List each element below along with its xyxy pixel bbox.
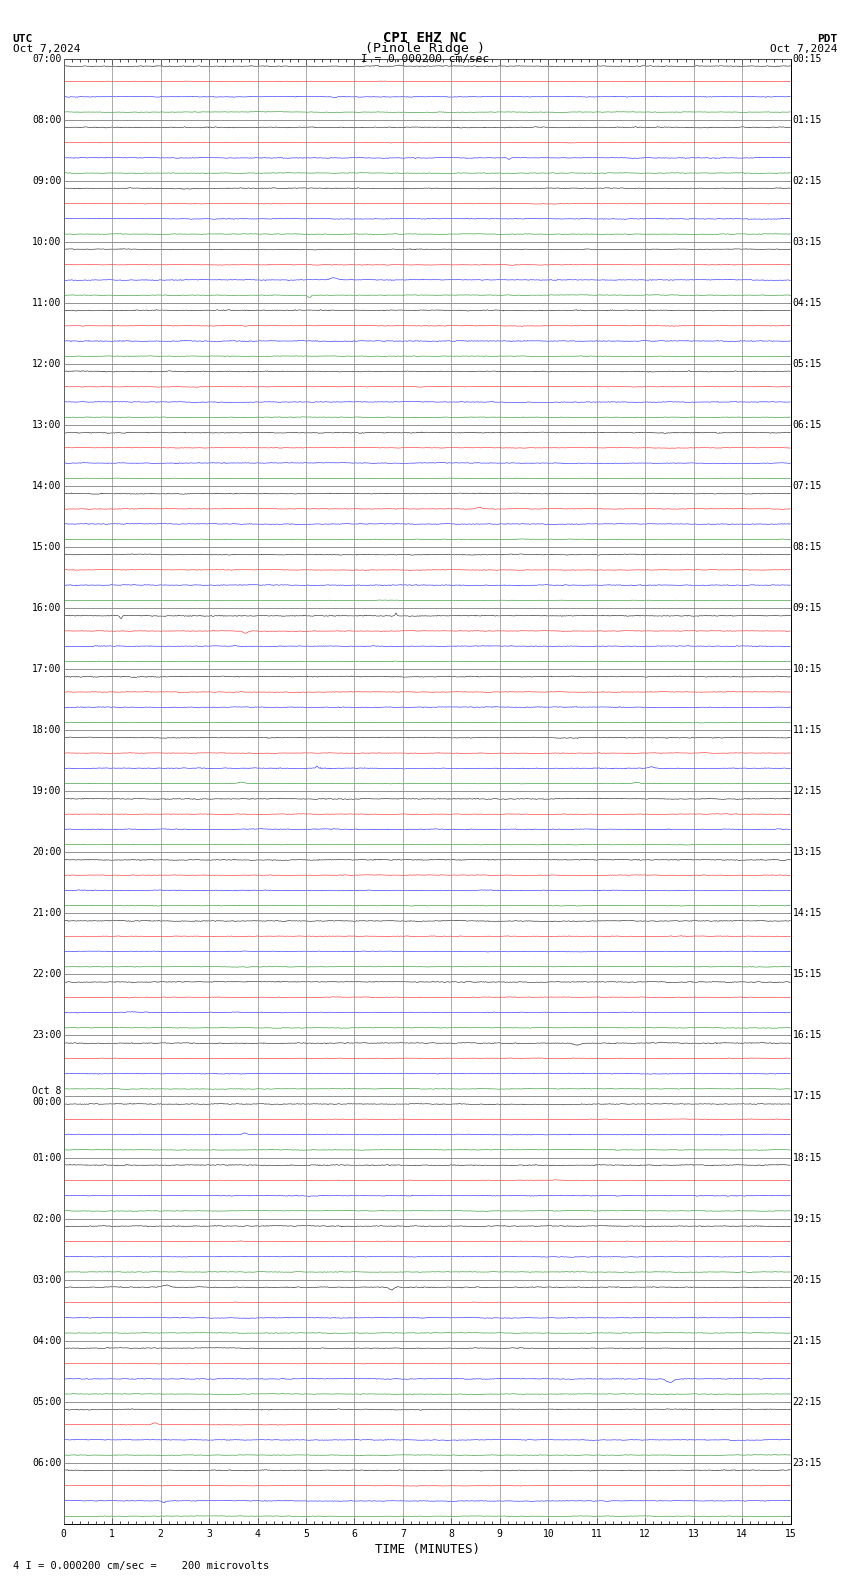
Text: 05:00: 05:00: [32, 1397, 61, 1407]
Text: 19:15: 19:15: [793, 1213, 822, 1223]
Text: UTC: UTC: [13, 33, 33, 44]
Text: 14:15: 14:15: [793, 908, 822, 919]
Text: 23:00: 23:00: [32, 1031, 61, 1041]
Text: 4 I = 0.000200 cm/sec =    200 microvolts: 4 I = 0.000200 cm/sec = 200 microvolts: [13, 1562, 269, 1571]
Text: 07:15: 07:15: [793, 482, 822, 491]
Text: 01:00: 01:00: [32, 1153, 61, 1163]
Text: 20:00: 20:00: [32, 847, 61, 857]
Text: 17:00: 17:00: [32, 664, 61, 675]
Text: 18:00: 18:00: [32, 725, 61, 735]
Text: 12:00: 12:00: [32, 360, 61, 369]
Text: 11:15: 11:15: [793, 725, 822, 735]
Text: 20:15: 20:15: [793, 1275, 822, 1285]
Text: 13:00: 13:00: [32, 420, 61, 429]
Text: 16:00: 16:00: [32, 604, 61, 613]
Text: 00:15: 00:15: [793, 54, 822, 63]
Text: 03:15: 03:15: [793, 236, 822, 247]
Text: CPI EHZ NC: CPI EHZ NC: [383, 30, 467, 44]
Text: 22:00: 22:00: [32, 969, 61, 979]
Text: 14:00: 14:00: [32, 482, 61, 491]
X-axis label: TIME (MINUTES): TIME (MINUTES): [375, 1543, 479, 1555]
Text: 15:15: 15:15: [793, 969, 822, 979]
Text: 10:00: 10:00: [32, 236, 61, 247]
Text: 09:00: 09:00: [32, 176, 61, 185]
Text: 08:15: 08:15: [793, 542, 822, 551]
Text: 12:15: 12:15: [793, 786, 822, 797]
Text: 15:00: 15:00: [32, 542, 61, 551]
Text: I = 0.000200 cm/sec: I = 0.000200 cm/sec: [361, 54, 489, 63]
Text: 18:15: 18:15: [793, 1153, 822, 1163]
Text: 04:00: 04:00: [32, 1335, 61, 1346]
Text: 23:15: 23:15: [793, 1457, 822, 1468]
Text: PDT: PDT: [817, 33, 837, 44]
Text: 05:15: 05:15: [793, 360, 822, 369]
Text: 08:00: 08:00: [32, 114, 61, 125]
Text: 21:00: 21:00: [32, 908, 61, 919]
Text: 21:15: 21:15: [793, 1335, 822, 1346]
Text: 13:15: 13:15: [793, 847, 822, 857]
Text: 03:00: 03:00: [32, 1275, 61, 1285]
Text: 16:15: 16:15: [793, 1031, 822, 1041]
Text: 04:15: 04:15: [793, 298, 822, 307]
Text: 22:15: 22:15: [793, 1397, 822, 1407]
Text: (Pinole Ridge ): (Pinole Ridge ): [365, 41, 485, 55]
Text: 02:15: 02:15: [793, 176, 822, 185]
Text: 10:15: 10:15: [793, 664, 822, 675]
Text: 19:00: 19:00: [32, 786, 61, 797]
Text: 06:15: 06:15: [793, 420, 822, 429]
Text: 02:00: 02:00: [32, 1213, 61, 1223]
Text: 17:15: 17:15: [793, 1091, 822, 1101]
Text: 06:00: 06:00: [32, 1457, 61, 1468]
Text: Oct 7,2024: Oct 7,2024: [770, 44, 837, 54]
Text: 11:00: 11:00: [32, 298, 61, 307]
Text: 09:15: 09:15: [793, 604, 822, 613]
Text: Oct 7,2024: Oct 7,2024: [13, 44, 80, 54]
Text: 01:15: 01:15: [793, 114, 822, 125]
Text: Oct 8
00:00: Oct 8 00:00: [32, 1085, 61, 1107]
Text: 07:00: 07:00: [32, 54, 61, 63]
